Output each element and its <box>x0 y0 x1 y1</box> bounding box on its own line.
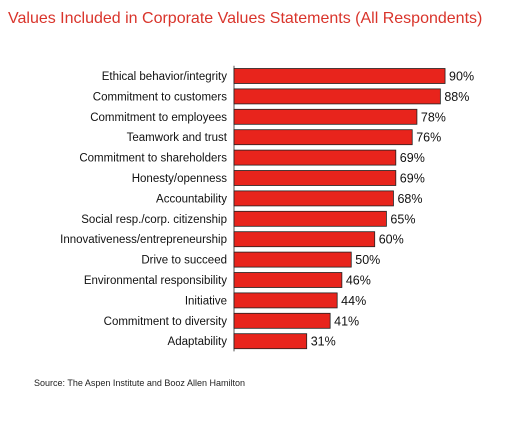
bar <box>233 251 352 268</box>
bars-group <box>233 68 446 350</box>
category-labels-group: Ethical behavior/integrity Commitment to … <box>60 71 228 348</box>
bar <box>233 149 397 166</box>
bar <box>233 333 308 350</box>
value-label: 76% <box>416 131 441 145</box>
value-label: 69% <box>400 172 425 186</box>
category-label: Ethical behavior/integrity <box>102 71 228 83</box>
value-label: 44% <box>341 294 366 308</box>
chart-title: Values Included in Corporate Values Stat… <box>8 10 483 27</box>
bar <box>233 210 387 227</box>
category-label: Commitment to employees <box>90 112 227 124</box>
category-label: Initiative <box>185 295 227 307</box>
bar <box>233 170 397 186</box>
category-label: Social resp./corp. citizenship <box>81 214 227 226</box>
category-label: Innovativeness/entrepreneurship <box>60 234 227 246</box>
category-label: Adaptability <box>168 336 228 348</box>
category-label: Honesty/openness <box>132 173 228 185</box>
bar <box>233 292 338 309</box>
bar <box>233 88 441 105</box>
bar <box>233 312 331 329</box>
category-label: Accountability <box>156 193 227 205</box>
value-label: 69% <box>400 151 425 165</box>
bar <box>233 108 418 125</box>
value-label: 88% <box>444 90 469 104</box>
value-label: 31% <box>311 335 336 349</box>
category-label: Teamwork and trust <box>127 132 228 144</box>
value-label: 65% <box>390 212 415 226</box>
bar <box>233 272 343 288</box>
value-label: 90% <box>449 70 474 84</box>
value-label: 68% <box>397 192 422 206</box>
bar <box>233 68 446 84</box>
value-labels-group: 90% 88% 78% 76% 69% 69% 68% 65% 60% 50% 46% 44% 41% 3… <box>311 70 474 349</box>
category-label: Commitment to diversity <box>104 316 228 328</box>
value-label: 50% <box>355 253 380 267</box>
category-label: Commitment to customers <box>93 91 227 103</box>
value-label: 60% <box>379 233 404 247</box>
bar <box>233 231 376 248</box>
category-label: Drive to succeed <box>141 255 227 267</box>
value-label: 78% <box>421 110 446 124</box>
category-label: Commitment to shareholders <box>79 153 227 165</box>
value-label: 41% <box>334 314 359 328</box>
value-label: 46% <box>346 274 371 288</box>
bar <box>233 190 394 207</box>
source-note: Source: The Aspen Institute and Booz All… <box>34 378 245 388</box>
bar <box>233 129 413 146</box>
category-label: Environmental responsibility <box>84 275 227 287</box>
